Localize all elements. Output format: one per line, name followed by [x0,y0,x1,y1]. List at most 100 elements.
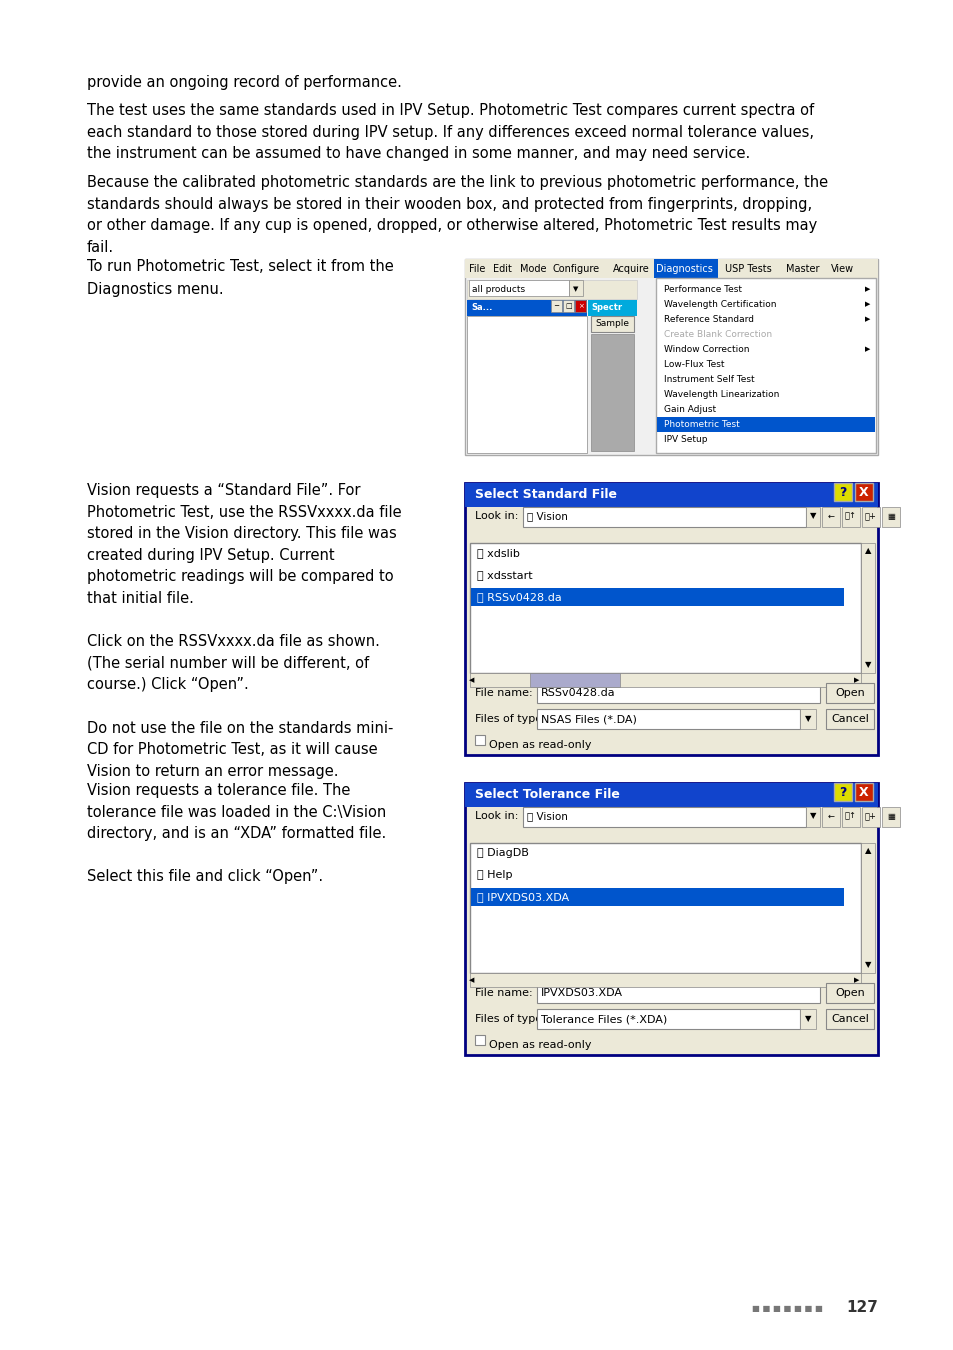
Text: ▶: ▶ [854,977,859,983]
Bar [821,807,840,828]
Text: NSAS Files (*.DA): NSAS Files (*.DA) [540,714,637,724]
Bar [657,417,874,432]
Text: ▶: ▶ [864,316,870,323]
Text: Photometric Test: Photometric Test [663,420,739,429]
Text: Spectr: Spectr [590,304,621,312]
Text: ▼: ▼ [804,714,810,724]
Text: Because the calibrated photometric standards are the link to previous photometri: Because the calibrated photometric stand… [87,176,827,255]
Text: File: File [469,263,485,274]
Text: 📁+: 📁+ [864,512,876,521]
Bar [821,508,840,526]
Text: Low-Flux Test: Low-Flux Test [663,360,723,369]
Bar [464,483,877,508]
Text: Acquire: Acquire [613,263,649,274]
Text: ×: × [577,302,583,309]
Bar [551,300,561,312]
Text: ▼: ▼ [804,1014,810,1023]
Text: File name:: File name: [475,988,532,998]
Bar [470,543,861,674]
Bar [467,316,586,454]
Text: Look in:: Look in: [475,512,517,521]
Bar [537,983,820,1003]
Bar [841,807,859,828]
Bar [471,589,843,606]
Bar [833,783,851,801]
Bar [470,842,861,973]
Bar [464,259,877,455]
Bar [587,300,637,316]
Text: Tolerance Files (*.XDA): Tolerance Files (*.XDA) [540,1014,666,1025]
Bar [862,807,879,828]
Bar [861,842,874,973]
Text: Master: Master [785,263,819,274]
Text: ◀: ◀ [469,676,475,683]
Bar [862,508,879,526]
Text: 📁 Vision: 📁 Vision [526,512,567,521]
Text: ?: ? [839,486,846,498]
Text: X: X [859,786,868,798]
Text: ▲: ▲ [863,547,870,555]
Text: 📄 RSSv0428.da: 📄 RSSv0428.da [476,593,561,602]
Bar [522,508,805,526]
Text: provide an ongoing record of performance.: provide an ongoing record of performance… [87,76,401,90]
Text: ▶: ▶ [864,347,870,352]
Bar [475,734,484,745]
Text: Wavelength Linearization: Wavelength Linearization [663,390,779,400]
Text: Sample: Sample [595,320,629,328]
Text: Instrument Self Test: Instrument Self Test [663,375,754,383]
Text: USP Tests: USP Tests [724,263,771,274]
Bar [537,683,820,703]
Text: ▦: ▦ [886,811,894,821]
Text: Open: Open [834,688,864,698]
Text: Look in:: Look in: [475,811,517,821]
Text: File name:: File name: [475,688,532,698]
Bar [590,316,634,332]
Bar [470,973,861,987]
Bar [800,709,815,729]
Text: Vision requests a tolerance file. The
tolerance file was loaded in the C:\Vision: Vision requests a tolerance file. The to… [87,783,386,884]
Text: Open as read-only: Open as read-only [489,740,591,751]
Text: 📁 Vision: 📁 Vision [526,811,567,821]
Text: ▼: ▼ [809,811,816,821]
Bar [882,807,899,828]
Bar [467,279,637,298]
Bar [805,508,820,526]
Text: ■ ■ ■ ■ ■ ■ ■: ■ ■ ■ ■ ■ ■ ■ [751,1304,822,1312]
Bar [656,278,875,454]
Text: RSSv0428.da: RSSv0428.da [540,688,615,698]
Text: Files of type:: Files of type: [475,714,545,724]
Text: ─: ─ [554,302,558,309]
Text: Select Standard File: Select Standard File [475,489,617,501]
Text: ▦: ▦ [886,512,894,521]
Bar [464,783,877,1054]
Bar [575,300,585,312]
Text: View: View [830,263,853,274]
Text: Performance Test: Performance Test [663,285,741,294]
Text: 📁+: 📁+ [864,811,876,821]
Text: all products: all products [472,285,524,293]
Text: Mode: Mode [519,263,546,274]
Bar [469,279,568,296]
Text: ?: ? [839,786,846,798]
Bar [854,783,872,801]
Bar [475,1035,484,1045]
Bar [825,683,873,703]
Text: 127: 127 [845,1300,877,1315]
Text: IPV Setup: IPV Setup [663,435,707,444]
Text: 📄 IPVXDS03.XDA: 📄 IPVXDS03.XDA [476,892,569,902]
Bar [590,333,634,451]
Bar [825,709,873,729]
Bar [471,888,843,906]
Bar [854,483,872,501]
Text: ▶: ▶ [854,676,859,683]
Text: □: □ [564,302,571,309]
Bar [841,508,859,526]
Text: Open: Open [834,988,864,998]
Text: ▶: ▶ [864,286,870,293]
Text: ←: ← [826,811,834,821]
Text: ▲: ▲ [863,846,870,856]
Text: Diagnostics: Diagnostics [656,263,712,274]
Text: IPVXDS03.XDA: IPVXDS03.XDA [540,988,622,998]
Text: Open as read-only: Open as read-only [489,1040,591,1050]
Text: ▼: ▼ [863,960,870,969]
